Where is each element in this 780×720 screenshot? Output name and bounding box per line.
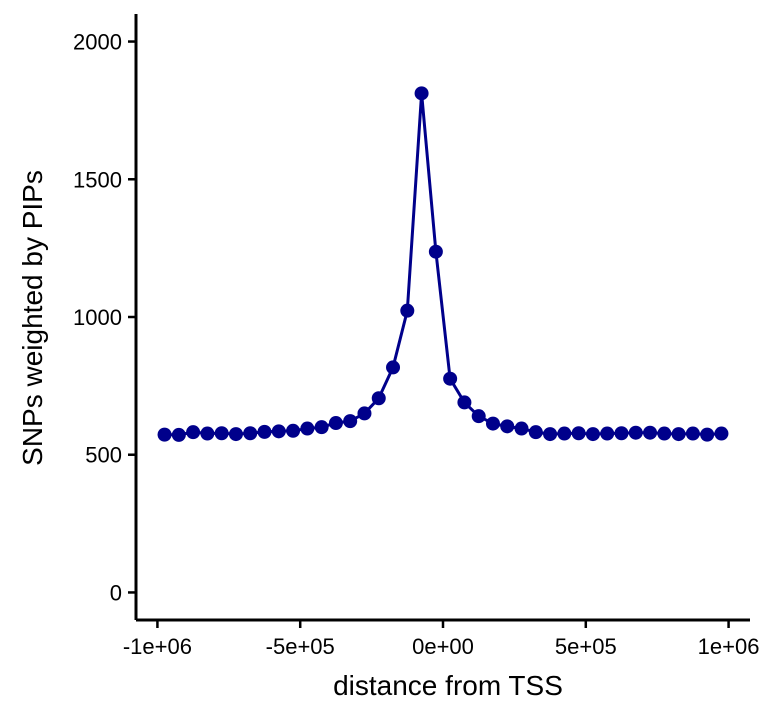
data-point [328, 416, 343, 431]
data-point [585, 427, 600, 442]
data-point [157, 427, 172, 442]
data-point [414, 86, 429, 101]
data-point [371, 391, 386, 406]
data-point [685, 426, 700, 441]
y-tick-label: 1500 [73, 167, 122, 192]
y-tick-label: 2000 [73, 30, 122, 55]
data-point [543, 427, 558, 442]
data-point [257, 424, 272, 439]
data-point [314, 420, 329, 435]
data-point [700, 427, 715, 442]
x-axis-title: distance from TSS [333, 670, 563, 701]
data-point [557, 426, 572, 441]
data-point [357, 406, 372, 421]
x-tick-label: 5e+05 [555, 634, 617, 659]
data-point [428, 244, 443, 259]
data-point [300, 421, 315, 436]
data-point [714, 426, 729, 441]
data-point [286, 423, 301, 438]
data-point [571, 426, 586, 441]
data-point [443, 371, 458, 386]
data-point [500, 419, 515, 434]
data-point [471, 409, 486, 424]
data-point [228, 427, 243, 442]
y-axis: 0 500 1000 1500 2000 [73, 14, 138, 620]
plot-area [157, 86, 729, 442]
data-point [614, 426, 629, 441]
x-tick-label: 0e+00 [412, 634, 474, 659]
data-point [186, 425, 201, 440]
data-point [171, 427, 186, 442]
series-line [164, 91, 722, 437]
y-axis-title: SNPs weighted by PIPs [17, 170, 48, 466]
y-tick-label: 0 [110, 580, 122, 605]
x-tick-label: 1e+06 [698, 634, 760, 659]
x-tick-label: -1e+06 [123, 634, 192, 659]
data-point [528, 425, 543, 440]
data-point [200, 426, 215, 441]
data-point [485, 416, 500, 431]
data-point [243, 426, 258, 441]
data-point [386, 360, 401, 375]
y-tick-label: 1000 [73, 305, 122, 330]
data-point [400, 303, 415, 318]
data-point [657, 426, 672, 441]
y-tick-label: 500 [85, 443, 122, 468]
data-point [671, 427, 686, 442]
data-point [600, 426, 615, 441]
data-point [457, 395, 472, 410]
data-point [643, 425, 658, 440]
data-point [214, 426, 229, 441]
data-point [343, 414, 358, 429]
x-tick-label: -5e+05 [266, 634, 335, 659]
data-point [628, 425, 643, 440]
data-point [514, 421, 529, 436]
x-axis: -1e+06 -5e+05 0e+00 5e+05 1e+06 [123, 618, 760, 659]
data-point [271, 424, 286, 439]
